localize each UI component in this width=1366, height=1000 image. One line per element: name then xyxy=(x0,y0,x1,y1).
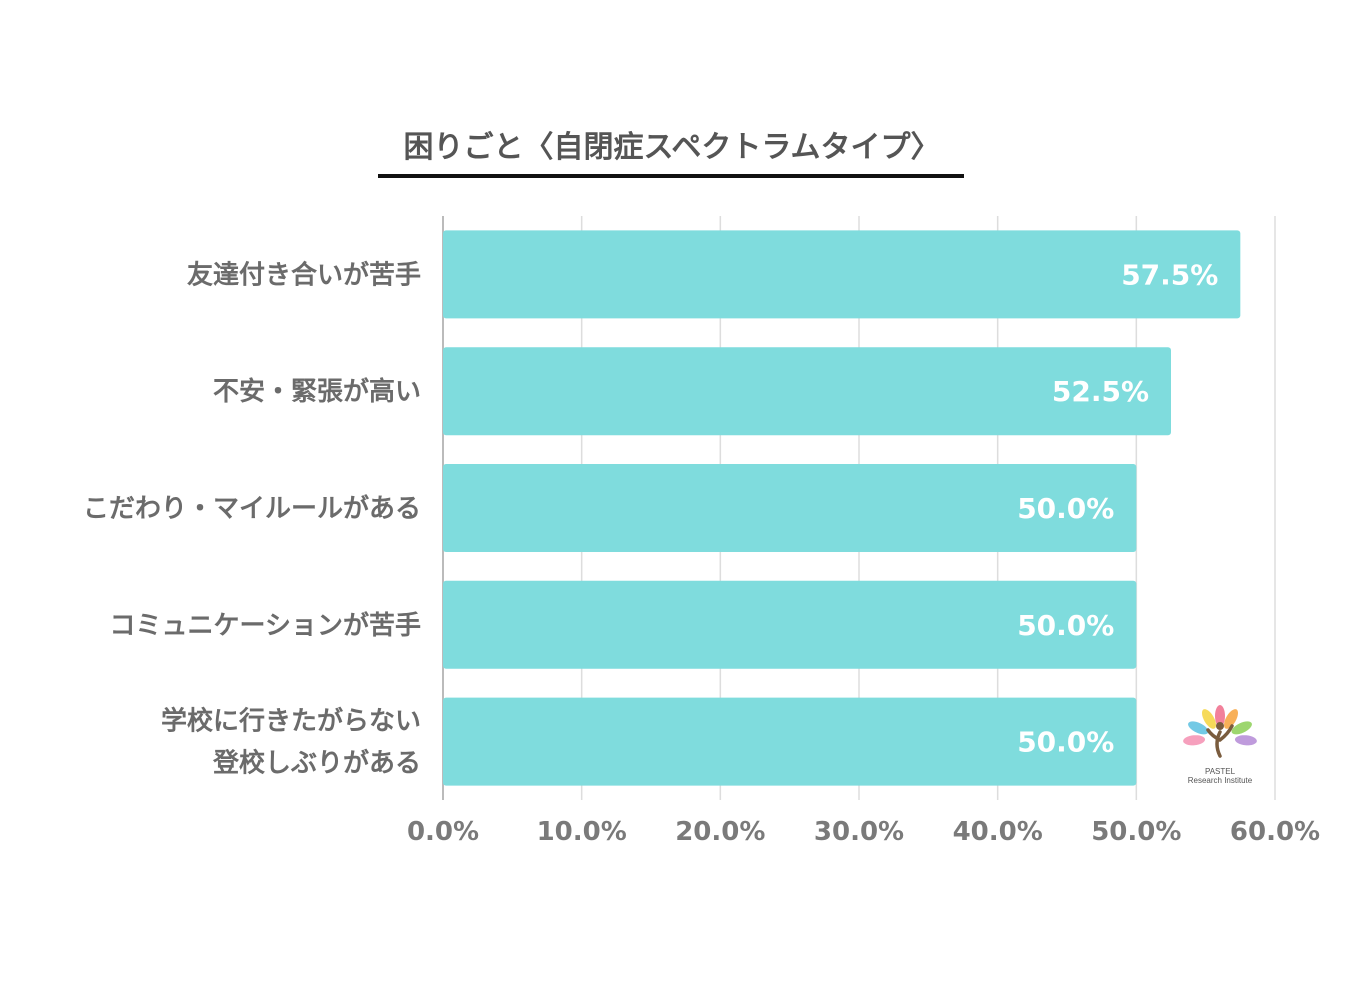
category-label: こだわり・マイルールがある xyxy=(83,493,421,524)
x-tick-label: 30.0% xyxy=(814,817,904,847)
pastel-logo-icon xyxy=(1183,705,1257,758)
logo-petal xyxy=(1215,705,1225,727)
logo-figure-body xyxy=(1206,724,1234,758)
x-tick-label: 20.0% xyxy=(675,817,765,847)
chart-title-wrap: 困りごと〈自閉症スペクトラムタイプ〉 xyxy=(380,122,964,166)
logo-petal xyxy=(1231,721,1252,735)
category-label: コミュニケーションが苦手 xyxy=(110,610,421,641)
bar xyxy=(443,697,1137,786)
chart-title: 困りごと〈自閉症スペクトラムタイプ〉 xyxy=(403,130,941,165)
data-label: 50.0% xyxy=(1017,492,1114,525)
bar xyxy=(443,464,1137,552)
category-label: 登校しぶりがある xyxy=(212,748,421,779)
title-underline xyxy=(378,174,964,178)
x-tick-label: 60.0% xyxy=(1230,817,1320,847)
bar xyxy=(443,230,1241,319)
x-tick-label: 40.0% xyxy=(953,817,1043,847)
category-label: 友達付き合いが苦手 xyxy=(187,259,421,290)
data-label: 52.5% xyxy=(1052,375,1149,408)
x-tick-label: 10.0% xyxy=(537,817,627,847)
logo-text: PASTEL Research Institute xyxy=(1170,767,1270,785)
x-tick-label: 0.0% xyxy=(407,817,479,847)
data-label: 50.0% xyxy=(1017,726,1114,759)
bar xyxy=(443,580,1137,669)
logo-petal xyxy=(1234,735,1257,746)
logo-petal xyxy=(1183,735,1206,746)
logo-figure-head xyxy=(1216,722,1224,730)
category-label: 学校に行きたがらない xyxy=(161,706,421,737)
logo-petal xyxy=(1202,709,1216,729)
x-tick-label: 50.0% xyxy=(1091,817,1181,847)
category-label: 不安・緊張が高い xyxy=(213,376,421,407)
data-label: 57.5% xyxy=(1121,258,1218,291)
logo-petal xyxy=(1188,721,1209,735)
bar xyxy=(443,347,1171,436)
logo-petal xyxy=(1224,709,1238,729)
logo-line1: PASTEL xyxy=(1204,767,1236,776)
logo-line2: Research Institute xyxy=(1187,776,1253,785)
data-label: 50.0% xyxy=(1017,609,1114,642)
